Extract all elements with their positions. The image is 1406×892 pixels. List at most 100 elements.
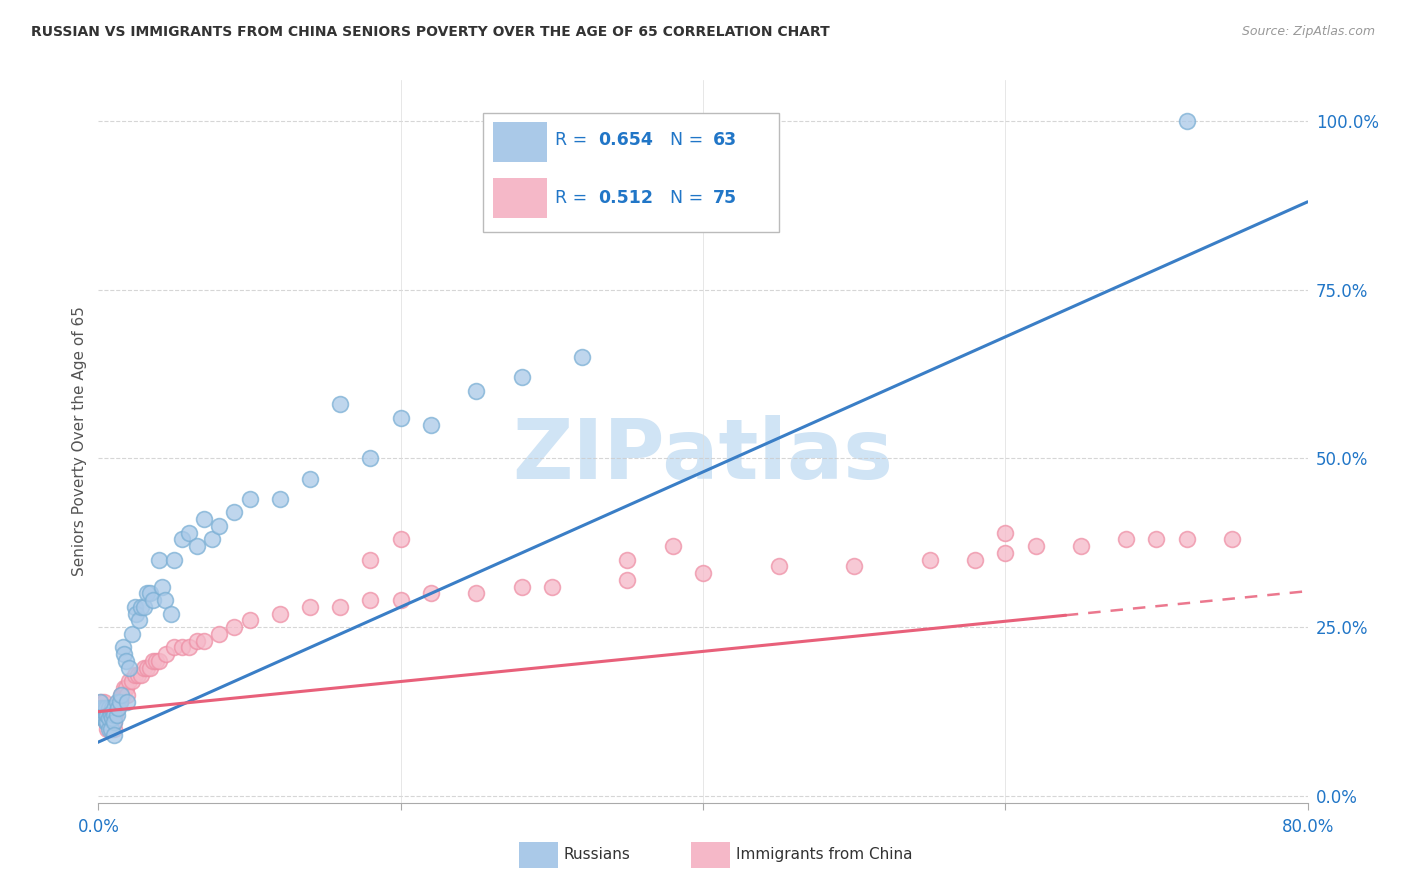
Point xyxy=(94,701,117,715)
Point xyxy=(163,640,186,655)
Point xyxy=(91,701,114,715)
Point xyxy=(111,640,134,655)
Point xyxy=(93,694,115,708)
Point xyxy=(135,661,157,675)
Point xyxy=(110,688,132,702)
Point xyxy=(98,714,121,729)
Point xyxy=(107,694,129,708)
Point xyxy=(96,722,118,736)
Point xyxy=(994,546,1017,560)
Text: 63: 63 xyxy=(713,131,737,149)
Point xyxy=(107,701,129,715)
Text: 75: 75 xyxy=(713,189,737,207)
Text: RUSSIAN VS IMMIGRANTS FROM CHINA SENIORS POVERTY OVER THE AGE OF 65 CORRELATION : RUSSIAN VS IMMIGRANTS FROM CHINA SENIORS… xyxy=(31,25,830,39)
Point xyxy=(420,417,443,432)
Text: 0.512: 0.512 xyxy=(598,189,652,207)
Point xyxy=(153,593,176,607)
Point xyxy=(112,681,135,695)
Point xyxy=(150,580,173,594)
Point xyxy=(100,722,122,736)
Point xyxy=(100,708,122,723)
Point xyxy=(1115,533,1137,547)
Point xyxy=(103,728,125,742)
Point xyxy=(91,711,114,725)
Point xyxy=(269,491,291,506)
Point xyxy=(100,708,122,723)
Point xyxy=(148,654,170,668)
Text: Source: ZipAtlas.com: Source: ZipAtlas.com xyxy=(1241,25,1375,38)
Point xyxy=(239,614,262,628)
Point xyxy=(1070,539,1092,553)
Point xyxy=(965,552,987,566)
Point xyxy=(104,708,127,723)
Point xyxy=(132,661,155,675)
Text: R =: R = xyxy=(555,131,593,149)
Point xyxy=(389,593,412,607)
Point xyxy=(108,694,131,708)
Point xyxy=(98,701,121,715)
Text: N =: N = xyxy=(671,131,709,149)
Point xyxy=(170,640,193,655)
Point xyxy=(94,708,117,723)
Point xyxy=(114,654,136,668)
Point xyxy=(94,714,117,729)
Point xyxy=(121,627,143,641)
Point xyxy=(115,688,138,702)
Point xyxy=(994,525,1017,540)
Point xyxy=(128,614,150,628)
Point xyxy=(105,701,128,715)
Point xyxy=(148,552,170,566)
Point xyxy=(124,667,146,681)
Point xyxy=(142,593,165,607)
Point xyxy=(661,539,683,553)
Point xyxy=(111,688,134,702)
Text: ZIPatlas: ZIPatlas xyxy=(513,416,893,497)
Point xyxy=(139,586,162,600)
Point xyxy=(91,708,114,723)
Point xyxy=(103,708,125,723)
Point xyxy=(139,661,162,675)
Text: R =: R = xyxy=(555,189,593,207)
Point xyxy=(103,722,125,736)
Point xyxy=(299,599,322,614)
Point xyxy=(90,701,112,715)
Point xyxy=(329,397,352,411)
Point xyxy=(93,701,115,715)
Point xyxy=(616,552,638,566)
FancyBboxPatch shape xyxy=(690,842,730,868)
Point xyxy=(96,714,118,729)
Point xyxy=(135,586,157,600)
Point xyxy=(118,661,141,675)
Point xyxy=(98,701,121,715)
Point xyxy=(103,708,125,723)
FancyBboxPatch shape xyxy=(492,178,547,218)
Point xyxy=(112,647,135,661)
Point xyxy=(692,566,714,581)
Text: N =: N = xyxy=(671,189,709,207)
Point xyxy=(201,533,224,547)
Point xyxy=(115,694,138,708)
Point xyxy=(108,694,131,708)
Point xyxy=(360,552,382,566)
Point xyxy=(121,674,143,689)
Point xyxy=(510,580,533,594)
Point xyxy=(94,701,117,715)
Point xyxy=(129,599,152,614)
Point xyxy=(98,722,121,736)
Point xyxy=(96,708,118,723)
Point xyxy=(101,701,124,715)
Point xyxy=(98,711,121,725)
Point xyxy=(89,694,111,708)
Y-axis label: Seniors Poverty Over the Age of 65: Seniors Poverty Over the Age of 65 xyxy=(72,307,87,576)
Point xyxy=(155,647,177,661)
Point xyxy=(114,681,136,695)
Point xyxy=(193,633,215,648)
Point xyxy=(1144,533,1167,547)
Point xyxy=(510,370,533,384)
Point xyxy=(616,573,638,587)
Point xyxy=(118,674,141,689)
Point xyxy=(1175,113,1198,128)
Point xyxy=(208,519,231,533)
Point xyxy=(360,451,382,466)
Point xyxy=(100,722,122,736)
